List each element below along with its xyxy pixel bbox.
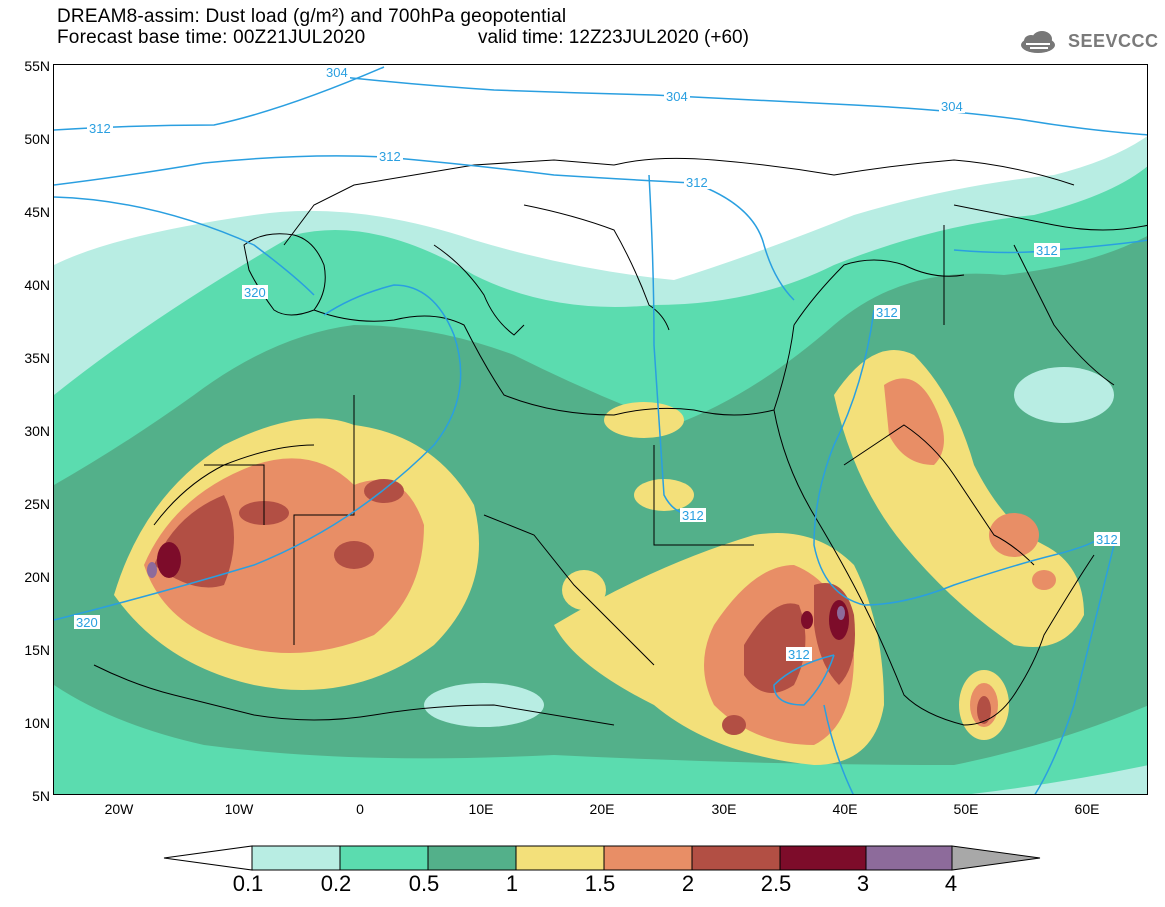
contour-label: 312 bbox=[876, 305, 898, 320]
lon-label: 60E bbox=[1074, 801, 1100, 817]
colorbar-swatch bbox=[251, 845, 341, 871]
contour-label: 312 bbox=[1036, 243, 1058, 258]
forecast-base-time: Forecast base time: 00Z21JUL2020 bbox=[57, 27, 366, 48]
contour-label: 304 bbox=[941, 99, 963, 114]
lat-label: 5N bbox=[32, 788, 50, 804]
lat-label: 45N bbox=[24, 204, 50, 220]
map-title: DREAM8-assim: Dust load (g/m²) and 700hP… bbox=[57, 6, 567, 27]
colorbar-label: 4 bbox=[944, 871, 958, 896]
lat-label: 30N bbox=[24, 423, 50, 439]
colorbar-arrow-high bbox=[951, 845, 1041, 871]
contour-label: 312 bbox=[682, 508, 704, 523]
colorbar-swatch bbox=[691, 845, 781, 871]
lat-label: 10N bbox=[24, 715, 50, 731]
colorbar-swatch bbox=[865, 845, 953, 871]
lat-label: 35N bbox=[24, 350, 50, 366]
contour-label: 312 bbox=[89, 121, 111, 136]
lat-label: 20N bbox=[24, 569, 50, 585]
contour-label: 304 bbox=[666, 89, 688, 104]
map-area: 304 304 304 312 312 312 312 312 312 312 … bbox=[53, 64, 1148, 795]
contour-label: 304 bbox=[326, 65, 348, 80]
colorbar-label: 3 bbox=[856, 871, 870, 896]
contour-label: 320 bbox=[76, 615, 98, 630]
colorbar-swatch bbox=[339, 845, 429, 871]
valid-time: valid time: 12Z23JUL2020 (+60) bbox=[478, 27, 749, 48]
lon-label: 10E bbox=[468, 801, 494, 817]
lat-label: 55N bbox=[24, 58, 50, 74]
colorbar bbox=[163, 845, 1041, 871]
colorbar-swatch bbox=[779, 845, 867, 871]
colorbar-label: 1.5 bbox=[584, 871, 616, 896]
contour-label: 312 bbox=[379, 149, 401, 164]
contour-label: 312 bbox=[788, 647, 810, 662]
lon-label: 0 bbox=[356, 801, 364, 817]
colorbar-label: 2.5 bbox=[760, 871, 792, 896]
contour-label: 312 bbox=[1096, 532, 1118, 547]
colorbar-label: 2 bbox=[681, 871, 695, 896]
colorbar-label: 0.5 bbox=[408, 871, 440, 896]
lon-label: 20E bbox=[589, 801, 615, 817]
lon-label: 50E bbox=[953, 801, 979, 817]
lon-label: 30E bbox=[711, 801, 737, 817]
dust-map: 304 304 304 312 312 312 312 312 312 312 … bbox=[54, 65, 1147, 794]
colorbar-swatch bbox=[515, 845, 605, 871]
lon-label: 40E bbox=[832, 801, 858, 817]
lat-label: 40N bbox=[24, 277, 50, 293]
lat-label: 25N bbox=[24, 496, 50, 512]
colorbar-arrow-low bbox=[163, 845, 253, 871]
contour-label: 320 bbox=[244, 285, 266, 300]
lon-label: 10W bbox=[224, 801, 254, 817]
contour-label: 312 bbox=[686, 175, 708, 190]
colorbar-swatch bbox=[603, 845, 693, 871]
colorbar-label: 0.1 bbox=[232, 871, 264, 896]
lat-label: 50N bbox=[24, 131, 50, 147]
colorbar-label: 0.2 bbox=[320, 871, 352, 896]
colorbar-swatch bbox=[427, 845, 517, 871]
cloud-logo-icon bbox=[1021, 31, 1055, 53]
logo-text: SEEVCCC bbox=[1068, 31, 1159, 51]
colorbar-label: 1 bbox=[505, 871, 519, 896]
lon-label: 20W bbox=[104, 801, 134, 817]
lat-label: 15N bbox=[24, 642, 50, 658]
